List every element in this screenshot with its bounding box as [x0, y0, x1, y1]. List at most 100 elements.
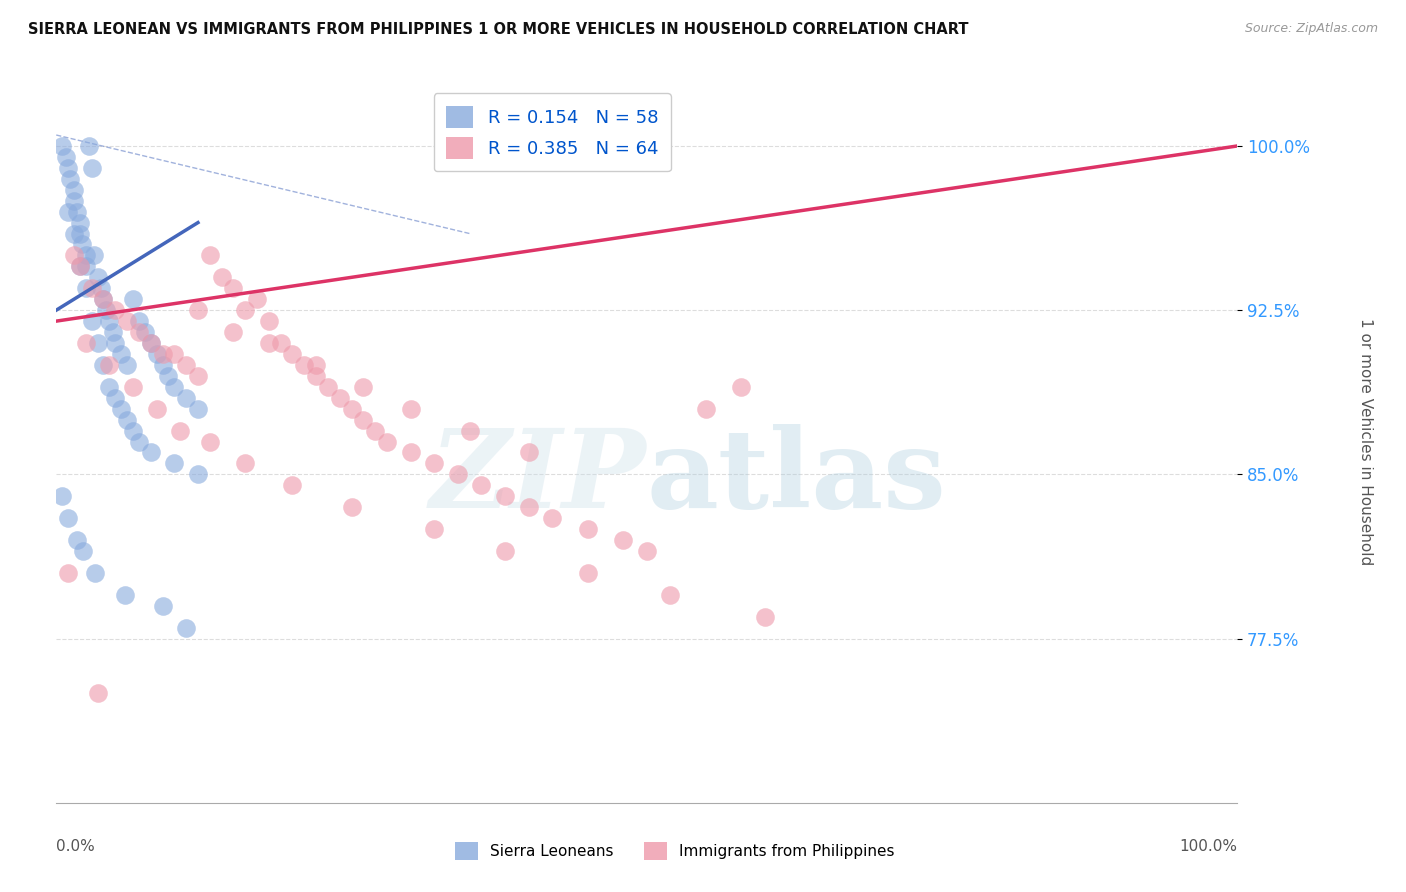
Point: [80, 314, 103, 328]
Point: [494, 489, 516, 503]
Point: [66, 533, 89, 547]
Point: [174, 621, 197, 635]
Point: [340, 401, 363, 416]
Point: [139, 336, 162, 351]
Legend: R = 0.154   N = 58, R = 0.385   N = 64: R = 0.154 N = 58, R = 0.385 N = 64: [433, 93, 671, 171]
Point: [447, 467, 470, 482]
Point: [458, 424, 481, 438]
Point: [79, 139, 101, 153]
Point: [75, 336, 97, 351]
Point: [93, 292, 115, 306]
Point: [56, 511, 79, 525]
Point: [128, 314, 150, 328]
Point: [69, 227, 91, 241]
Point: [152, 358, 174, 372]
Point: [233, 457, 256, 471]
Point: [93, 358, 115, 372]
Point: [59, 171, 82, 186]
Point: [80, 161, 103, 175]
Point: [187, 401, 209, 416]
Point: [187, 368, 209, 383]
Point: [423, 457, 446, 471]
Point: [169, 424, 191, 438]
Point: [222, 325, 245, 339]
Point: [75, 281, 97, 295]
Point: [152, 599, 174, 613]
Point: [56, 161, 79, 175]
Point: [340, 500, 363, 515]
Point: [122, 292, 145, 306]
Point: [145, 347, 167, 361]
Point: [233, 303, 256, 318]
Point: [198, 248, 221, 262]
Point: [281, 478, 304, 492]
Point: [115, 412, 138, 426]
Point: [86, 270, 108, 285]
Point: [576, 566, 599, 580]
Point: [86, 336, 108, 351]
Point: [86, 686, 108, 700]
Point: [80, 281, 103, 295]
Point: [63, 227, 86, 241]
Point: [128, 434, 150, 449]
Point: [576, 522, 599, 536]
Point: [51, 489, 73, 503]
Point: [83, 248, 105, 262]
Point: [636, 544, 658, 558]
Point: [98, 380, 121, 394]
Point: [222, 281, 245, 295]
Point: [63, 183, 86, 197]
Point: [257, 336, 280, 351]
Point: [90, 281, 112, 295]
Text: 100.0%: 100.0%: [1180, 838, 1237, 854]
Point: [139, 445, 162, 459]
Point: [69, 260, 91, 274]
Point: [316, 380, 339, 394]
Text: SIERRA LEONEAN VS IMMIGRANTS FROM PHILIPPINES 1 OR MORE VEHICLES IN HOUSEHOLD CO: SIERRA LEONEAN VS IMMIGRANTS FROM PHILIP…: [28, 22, 969, 37]
Text: 0.0%: 0.0%: [56, 838, 96, 854]
Point: [292, 358, 315, 372]
Point: [517, 445, 540, 459]
Point: [246, 292, 269, 306]
Point: [93, 292, 115, 306]
Text: Source: ZipAtlas.com: Source: ZipAtlas.com: [1244, 22, 1378, 36]
Point: [69, 260, 91, 274]
Point: [163, 347, 186, 361]
Point: [63, 194, 86, 208]
Point: [174, 358, 197, 372]
Point: [104, 391, 127, 405]
Point: [157, 368, 180, 383]
Point: [51, 139, 73, 153]
Point: [352, 380, 374, 394]
Point: [139, 336, 162, 351]
Point: [754, 609, 776, 624]
Point: [145, 401, 167, 416]
Point: [98, 358, 121, 372]
Point: [110, 347, 132, 361]
Point: [399, 401, 422, 416]
Point: [659, 588, 682, 602]
Point: [72, 544, 94, 558]
Point: [110, 401, 132, 416]
Point: [56, 204, 79, 219]
Point: [84, 566, 107, 580]
Point: [114, 588, 136, 602]
Point: [55, 150, 77, 164]
Point: [305, 368, 328, 383]
Point: [122, 380, 145, 394]
Point: [115, 358, 138, 372]
Point: [69, 216, 91, 230]
Point: [695, 401, 717, 416]
Point: [163, 457, 186, 471]
Text: atlas: atlas: [647, 425, 946, 531]
Point: [211, 270, 233, 285]
Point: [305, 358, 328, 372]
Point: [257, 314, 280, 328]
Point: [134, 325, 156, 339]
Point: [56, 566, 79, 580]
Point: [66, 204, 89, 219]
Text: ZIP: ZIP: [430, 424, 647, 532]
Point: [352, 412, 374, 426]
Point: [187, 467, 209, 482]
Point: [63, 248, 86, 262]
